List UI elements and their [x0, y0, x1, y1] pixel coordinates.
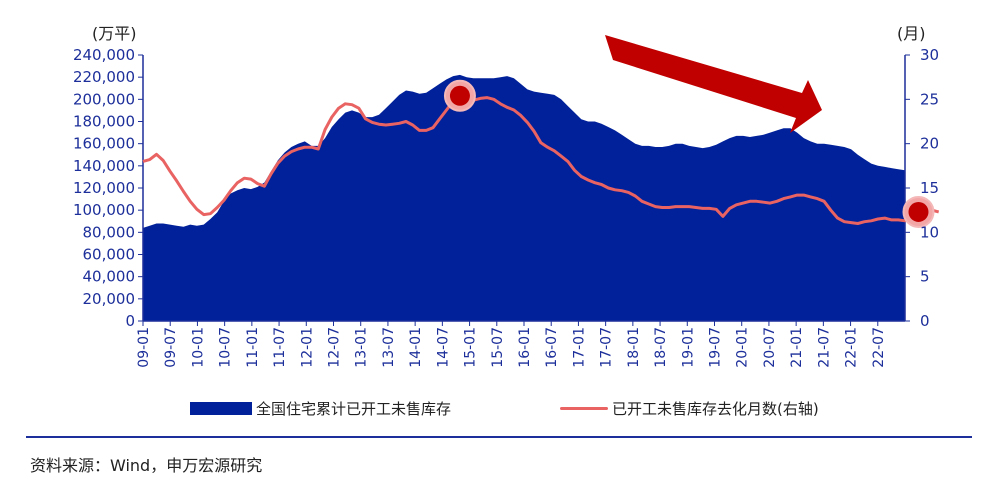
left-tick-label: 100,000: [73, 201, 135, 219]
left-tick-label: 240,000: [73, 46, 135, 64]
x-tick-label: 10-07: [218, 327, 234, 368]
left-tick-label: 200,000: [73, 90, 135, 108]
left-axis-unit: (万平): [92, 24, 137, 43]
left-tick-label: 120,000: [73, 179, 135, 197]
destocking-months-line-series: [142, 94, 940, 225]
source-note: 资料来源：Wind，申万宏源研究: [30, 456, 263, 475]
x-tick-label: 16-07: [544, 327, 560, 368]
left-tick-label: 160,000: [73, 135, 135, 153]
x-tick-label: 20-01: [735, 327, 751, 368]
x-tick-label: 10-01: [190, 327, 206, 368]
x-tick-label: 18-01: [626, 327, 642, 368]
divider-line: [26, 436, 972, 438]
x-tick-label: 22-07: [871, 327, 887, 368]
x-tick-label: 17-01: [571, 327, 587, 368]
x-tick-label: 17-07: [599, 327, 615, 368]
x-tick-label: 19-07: [708, 327, 724, 368]
x-tick-label: 22-01: [844, 327, 860, 368]
x-tick-label: 21-01: [789, 327, 805, 368]
legend-label-inventory: 全国住宅累计已开工未售库存: [256, 400, 452, 418]
chart-plot: 0 20,000 40,000 60,000 80,000 100,000 120,000 1…: [73, 35, 940, 368]
right-tick-label: 25: [920, 90, 939, 108]
right-tick-label: 0: [920, 312, 930, 330]
x-tick-label: 09-01: [136, 327, 152, 368]
x-tick-label: 14-07: [435, 327, 451, 368]
legend-item-months: 已开工未售库存去化月数(右轴): [560, 398, 819, 419]
right-tick-label: 30: [920, 46, 939, 64]
x-tick-label: 19-01: [680, 327, 696, 368]
left-tick-label: 180,000: [73, 113, 135, 131]
right-tick-label: 5: [920, 268, 930, 286]
x-tick-label: 20-07: [762, 327, 778, 368]
right-tick-label: 10: [920, 223, 939, 241]
left-tick-label: 220,000: [73, 68, 135, 86]
marker-dot: [908, 201, 929, 222]
x-axis-ticks: 09-01 09-07 10-01 10-07 11-01 11-07 12-01 12-07…: [136, 321, 887, 368]
left-tick-label: 140,000: [73, 157, 135, 175]
x-tick-label: 15-01: [463, 327, 479, 368]
x-tick-label: 18-07: [653, 327, 669, 368]
x-tick-label: 14-01: [408, 327, 424, 368]
left-tick-label: 60,000: [83, 246, 136, 264]
marker-peak: [443, 79, 476, 112]
x-tick-label: 09-07: [163, 327, 179, 368]
x-tick-label: 13-07: [381, 327, 397, 368]
x-tick-label: 11-07: [272, 327, 288, 368]
marker-latest: [902, 195, 935, 228]
trend-arrow: [605, 35, 822, 133]
x-tick-label: 21-07: [816, 327, 832, 368]
right-axis-unit: (月): [897, 24, 926, 43]
legend-swatch-line: [560, 407, 608, 410]
left-tick-label: 0: [125, 312, 135, 330]
x-tick-label: 13-01: [354, 327, 370, 368]
left-axis-ticks: 0 20,000 40,000 60,000 80,000 100,000 120,000 1…: [73, 46, 143, 330]
right-tick-label: 20: [920, 135, 939, 153]
x-tick-label: 12-07: [327, 327, 343, 368]
x-tick-label: 15-07: [490, 327, 506, 368]
right-axis-ticks: 0 5 10 15 20 25 30: [905, 46, 939, 330]
marker-dot: [449, 85, 470, 106]
highlight-markers: [443, 79, 935, 228]
x-tick-label: 16-01: [517, 327, 533, 368]
x-tick-label: 12-01: [299, 327, 315, 368]
left-tick-label: 40,000: [83, 268, 136, 286]
legend-item-inventory: 全国住宅累计已开工未售库存: [190, 398, 451, 419]
right-tick-label: 15: [920, 179, 939, 197]
destocking-months-line: [142, 94, 940, 225]
left-tick-label: 80,000: [83, 223, 136, 241]
trend-arrow-shape: [605, 35, 822, 133]
inventory-area: [143, 74, 905, 322]
x-tick-label: 11-01: [245, 327, 261, 368]
legend-swatch-area: [190, 402, 252, 415]
left-tick-label: 20,000: [83, 290, 136, 308]
inventory-area-series: [143, 74, 905, 322]
legend-label-months: 已开工未售库存去化月数(右轴): [612, 400, 819, 418]
